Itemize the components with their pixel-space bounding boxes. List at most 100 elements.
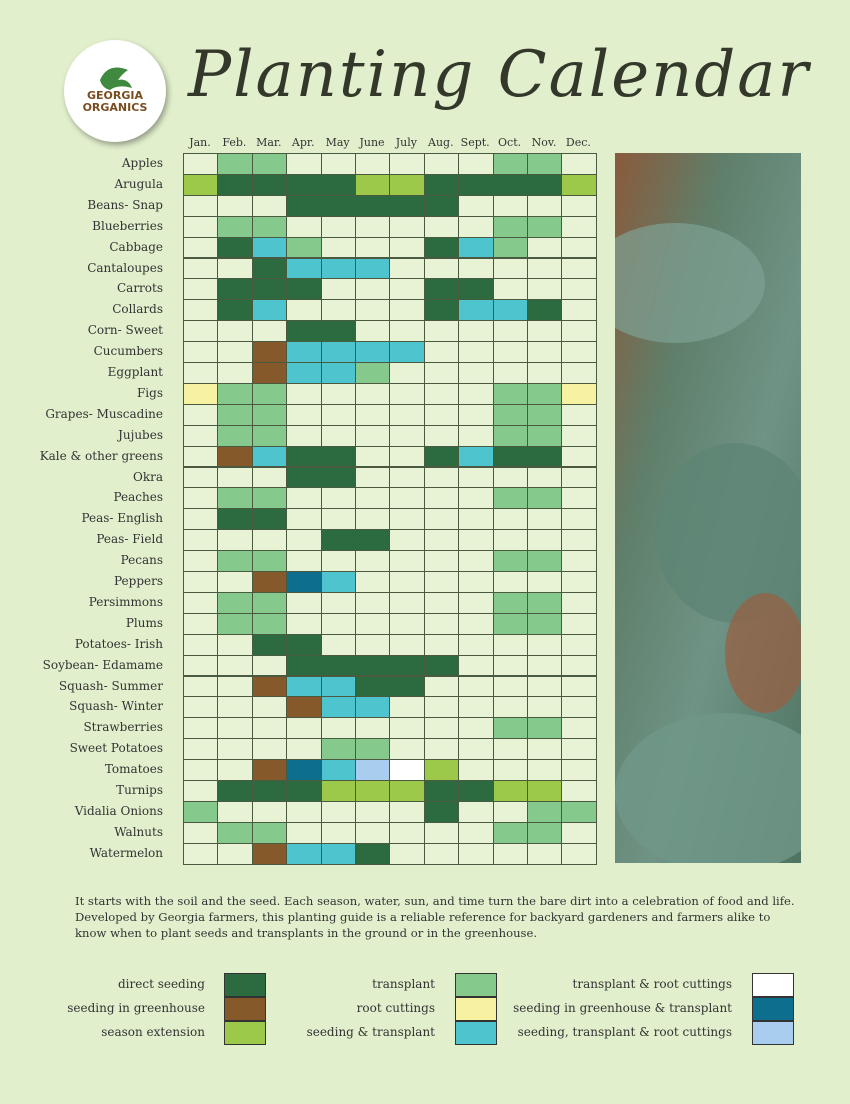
row-label: Apples (121, 156, 163, 170)
cell (423, 278, 460, 301)
cell (320, 738, 356, 761)
cell (458, 738, 494, 761)
cell (527, 362, 563, 384)
cell (320, 842, 356, 865)
row-label: Collards (112, 302, 163, 317)
cell (458, 236, 494, 259)
cell (527, 382, 563, 405)
cell (389, 424, 425, 447)
row-label: Figs (136, 385, 163, 400)
cell (183, 362, 219, 384)
cell (561, 717, 597, 740)
cell (492, 675, 528, 698)
cell (251, 842, 288, 865)
cell (458, 215, 494, 238)
row-label: Watermelon (89, 845, 163, 860)
legend-label: seeding & transplant (306, 1025, 435, 1039)
cell (320, 821, 356, 844)
cell (423, 153, 460, 175)
cell (251, 654, 288, 677)
cell (458, 278, 494, 301)
cell (423, 633, 460, 656)
cell (561, 508, 597, 531)
cell (251, 341, 288, 363)
cell (561, 633, 597, 656)
cell (320, 633, 356, 656)
cell (286, 633, 322, 656)
cell (183, 236, 219, 259)
month-header: July (395, 136, 417, 149)
legend-label: transplant & root cuttings (572, 977, 732, 991)
row-label: Soybean- Edamame (42, 657, 163, 672)
cell (217, 487, 253, 510)
cell (527, 654, 563, 677)
cell (183, 153, 219, 175)
cell (423, 696, 460, 719)
cell (389, 759, 425, 781)
cell (527, 780, 563, 802)
cell (458, 571, 494, 593)
cell (492, 821, 528, 844)
cell (217, 675, 253, 698)
cell (251, 717, 288, 740)
cell (251, 466, 288, 489)
cell (561, 487, 597, 510)
cell (389, 571, 425, 593)
cell (561, 257, 597, 280)
cell (527, 403, 563, 426)
cell (217, 173, 253, 196)
cell (183, 382, 219, 405)
cell (217, 842, 253, 865)
cell (492, 842, 528, 865)
cell (561, 738, 597, 761)
cell (183, 508, 219, 531)
cell (527, 173, 563, 196)
cell (389, 675, 425, 698)
cell (492, 382, 528, 405)
row-label: Squash- Summer (58, 678, 163, 693)
cell (286, 362, 322, 384)
cell (389, 445, 425, 468)
month-header: Sept. (460, 136, 490, 149)
photo (615, 153, 801, 863)
cell (458, 445, 494, 468)
cell (286, 654, 322, 677)
cell (183, 445, 219, 468)
cell (423, 215, 460, 238)
row-label: Peaches (113, 490, 164, 505)
cell (286, 173, 322, 196)
cell (389, 633, 425, 656)
cell (286, 759, 322, 781)
cell (492, 215, 528, 238)
cell (423, 780, 460, 802)
cell (355, 842, 391, 865)
cell (286, 341, 322, 363)
cell (561, 696, 597, 719)
cell (492, 759, 528, 781)
cell (320, 278, 356, 301)
month-header: Aug. (428, 136, 454, 149)
cell (320, 153, 356, 175)
legend-swatch (224, 1021, 266, 1045)
cell (183, 550, 219, 572)
cell (389, 738, 425, 761)
cell (527, 341, 563, 363)
cell (492, 487, 528, 510)
cell (561, 382, 597, 405)
cell (492, 696, 528, 719)
cell (320, 780, 356, 802)
month-header: Jan. (189, 136, 211, 149)
cell (458, 591, 494, 614)
cell (389, 278, 425, 301)
cell (423, 821, 460, 844)
cell (217, 382, 253, 405)
cell (458, 696, 494, 719)
cell (527, 550, 563, 572)
cell (183, 571, 219, 593)
cell (355, 675, 391, 698)
cell (527, 696, 563, 719)
cell (527, 675, 563, 698)
cell (561, 194, 597, 217)
cell (527, 236, 563, 259)
cell (527, 508, 563, 531)
